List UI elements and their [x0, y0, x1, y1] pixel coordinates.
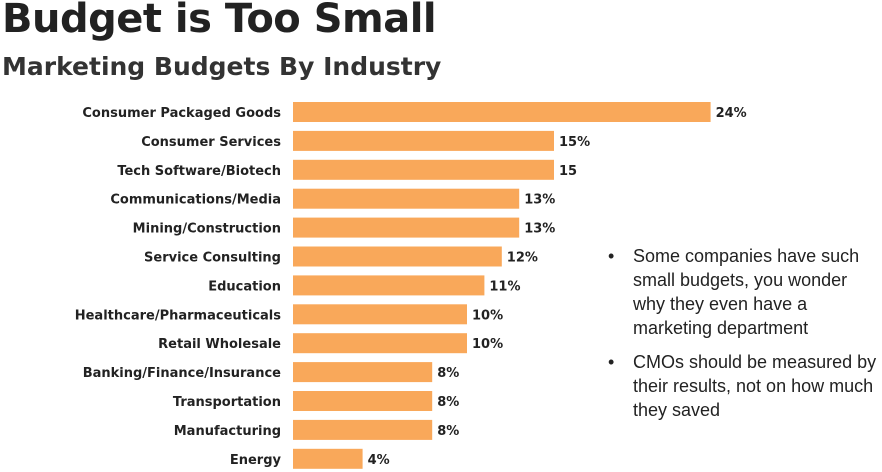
category-label: Retail Wholesale — [158, 337, 281, 352]
category-label: Healthcare/Pharmaceuticals — [75, 308, 282, 323]
bar — [293, 419, 433, 440]
bar — [293, 448, 363, 469]
data-label: 8% — [437, 424, 459, 439]
category-label: Consumer Services — [141, 135, 281, 150]
bar — [293, 304, 467, 325]
category-label: Consumer Packaged Goods — [82, 106, 281, 121]
data-label: 24% — [716, 106, 747, 121]
category-label: Energy — [230, 453, 282, 468]
data-label: 8% — [437, 366, 459, 381]
bar — [293, 188, 520, 209]
data-label: 15% — [559, 135, 590, 150]
bar — [293, 391, 433, 411]
bullet-icon: • — [608, 352, 615, 372]
category-label: Service Consulting — [144, 251, 281, 266]
category-label: Communications/Media — [110, 193, 281, 208]
data-label: 8% — [437, 395, 459, 410]
bar — [293, 362, 433, 383]
data-label: 12% — [507, 251, 538, 266]
bar — [293, 159, 554, 180]
bullet-list: • Some companies have such small budgets,… — [608, 244, 878, 432]
bar — [293, 102, 711, 122]
category-label: Mining/Construction — [133, 222, 281, 237]
slide-title: Budget is Too Small — [2, 0, 437, 42]
data-label: 11% — [489, 279, 520, 294]
bar — [293, 130, 554, 151]
data-label: 13% — [524, 193, 555, 208]
category-label: Manufacturing — [174, 424, 281, 439]
bar — [293, 333, 467, 354]
bar — [293, 275, 485, 296]
data-label: 10% — [472, 337, 503, 352]
chart-title: Marketing Budgets By Industry — [2, 52, 442, 81]
bullet-item: • Some companies have such small budgets,… — [608, 246, 860, 338]
data-label: 13% — [524, 222, 555, 237]
bar — [293, 246, 502, 267]
data-label: 10% — [472, 308, 503, 323]
category-label: Banking/Finance/Insurance — [83, 366, 281, 381]
bar — [293, 217, 520, 238]
bullet-icon: • — [608, 246, 615, 266]
category-label: Tech Software/Biotech — [117, 164, 281, 179]
bullet-item: • CMOs should be measured by their result… — [608, 352, 877, 420]
data-label: 4% — [368, 453, 390, 468]
category-label: Transportation — [173, 395, 281, 410]
data-label: 15 — [559, 164, 577, 179]
category-label: Education — [208, 279, 281, 294]
